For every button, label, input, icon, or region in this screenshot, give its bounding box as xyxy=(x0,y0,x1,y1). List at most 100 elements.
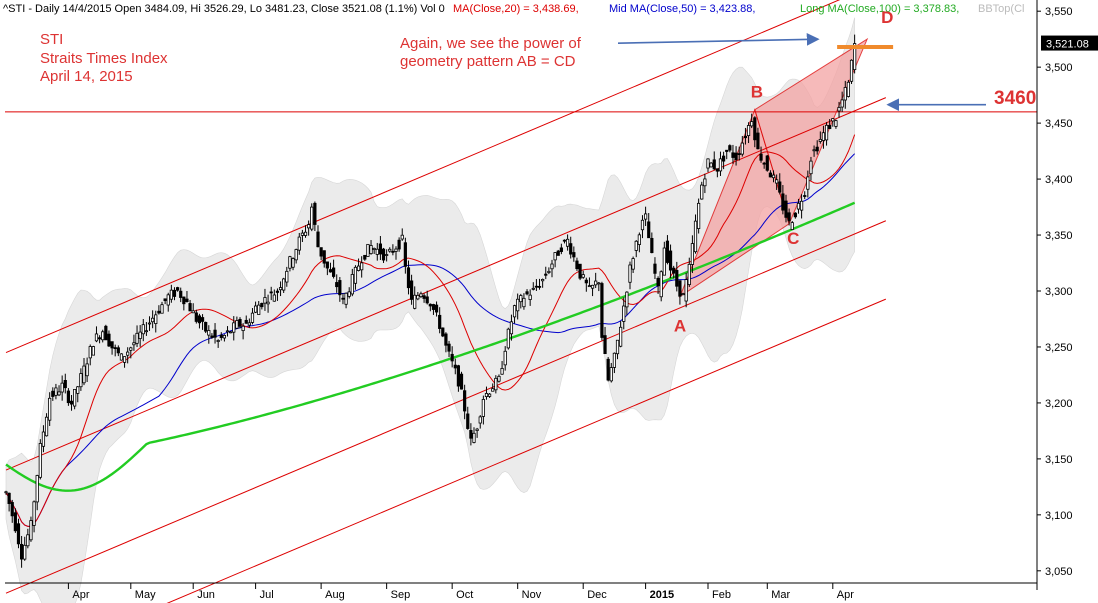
candle-body xyxy=(775,179,779,184)
x-tick-label: Dec xyxy=(587,589,607,601)
candle-body xyxy=(650,237,654,254)
candle-body xyxy=(76,386,80,394)
y-tick-label: 3,400 xyxy=(1045,174,1073,186)
candle-body xyxy=(88,346,92,359)
candle-body xyxy=(569,243,573,255)
candle-body xyxy=(23,544,27,560)
candle-body xyxy=(700,184,704,200)
x-tick-label: Apr xyxy=(72,589,89,601)
candle-body xyxy=(107,333,111,347)
candle-body xyxy=(625,291,629,308)
candle-body xyxy=(725,149,729,152)
candle-body xyxy=(497,375,501,382)
note-line-2: geometry pattern AB = CD xyxy=(400,53,576,70)
candle-body xyxy=(703,178,707,187)
candle-body xyxy=(715,168,719,172)
candle-body xyxy=(672,267,676,274)
candle-body xyxy=(216,340,220,342)
candle-body xyxy=(350,274,354,295)
candle-body xyxy=(200,317,205,322)
candle-body xyxy=(210,335,214,338)
note-line-1: Again, we see the power of xyxy=(400,35,582,52)
candle-body xyxy=(584,279,588,284)
candle-body xyxy=(188,303,192,312)
x-tick-label: Nov xyxy=(522,589,542,601)
candle-body xyxy=(828,125,832,130)
candle-body xyxy=(675,270,679,287)
candle-body xyxy=(79,373,83,388)
candle-body xyxy=(375,248,379,255)
ma100-line xyxy=(5,201,856,492)
candle-body xyxy=(157,310,161,314)
candle-body xyxy=(104,325,108,341)
candle-body xyxy=(690,243,695,265)
candle-body xyxy=(241,325,245,332)
candle-body xyxy=(263,297,267,304)
candle-body xyxy=(166,294,170,306)
candle-body xyxy=(394,248,398,252)
candle-body xyxy=(119,353,124,361)
x-tick-label: Aug xyxy=(325,589,345,601)
point-c-label: C xyxy=(787,229,799,248)
candle-body xyxy=(812,149,816,152)
candle-body xyxy=(491,388,495,392)
candle-body xyxy=(356,265,361,271)
candle-body xyxy=(66,390,70,404)
candle-body xyxy=(843,87,847,101)
x-tick-label: Apr xyxy=(837,589,854,601)
candle-body xyxy=(154,314,158,325)
y-tick-label: 3,250 xyxy=(1045,342,1073,354)
level-3460-label: 3460 xyxy=(994,88,1036,109)
candle-body xyxy=(372,247,376,250)
candle-body xyxy=(69,400,74,405)
candle-body xyxy=(590,284,595,289)
candle-body xyxy=(122,356,127,363)
candle-body xyxy=(269,291,273,294)
header-ma20-label: MA(Close,20) = 3,438.69, xyxy=(453,3,579,15)
candle-body xyxy=(378,243,383,255)
candle-body xyxy=(768,172,773,178)
x-tick-label: Sep xyxy=(391,589,411,601)
candle-body xyxy=(391,250,395,253)
candle-body xyxy=(647,221,651,239)
candle-body xyxy=(347,291,351,297)
x-tick-label: 2015 xyxy=(650,589,674,601)
candle-body xyxy=(353,266,358,284)
candle-body xyxy=(335,282,339,288)
last-price-tag: 3,521.08 xyxy=(1041,35,1098,51)
candle-body xyxy=(771,174,776,179)
candle-body xyxy=(522,297,526,308)
y-tick-label: 3,100 xyxy=(1045,510,1073,522)
candle-body xyxy=(82,365,86,384)
candle-body xyxy=(278,287,283,291)
candle-body xyxy=(38,442,42,478)
channel-line xyxy=(5,220,887,594)
candle-body xyxy=(559,247,563,252)
candle-body xyxy=(566,238,570,247)
y-tick-label: 3,200 xyxy=(1045,398,1073,410)
candle-body xyxy=(628,264,632,283)
candle-body xyxy=(219,334,223,338)
candle-body xyxy=(516,298,520,312)
candle-body xyxy=(737,153,741,155)
candle-body xyxy=(556,250,560,256)
candle-body xyxy=(319,247,323,257)
candle-body xyxy=(681,293,685,296)
candle-body xyxy=(113,347,117,350)
candle-body xyxy=(615,339,620,355)
candle-body xyxy=(687,263,691,286)
candle-body xyxy=(363,254,367,260)
candle-body xyxy=(609,367,613,382)
candle-body xyxy=(743,135,748,139)
candle-body xyxy=(466,413,470,429)
ma50-line xyxy=(5,153,855,527)
candle-body xyxy=(831,118,835,122)
candle-body xyxy=(494,377,498,391)
point-a-label: A xyxy=(674,317,686,336)
candle-body xyxy=(547,270,551,273)
candle-body xyxy=(101,331,105,341)
candle-body xyxy=(235,320,239,329)
y-tick-label: 3,150 xyxy=(1045,454,1073,466)
candle-body xyxy=(297,236,301,251)
candle-body xyxy=(594,280,598,286)
